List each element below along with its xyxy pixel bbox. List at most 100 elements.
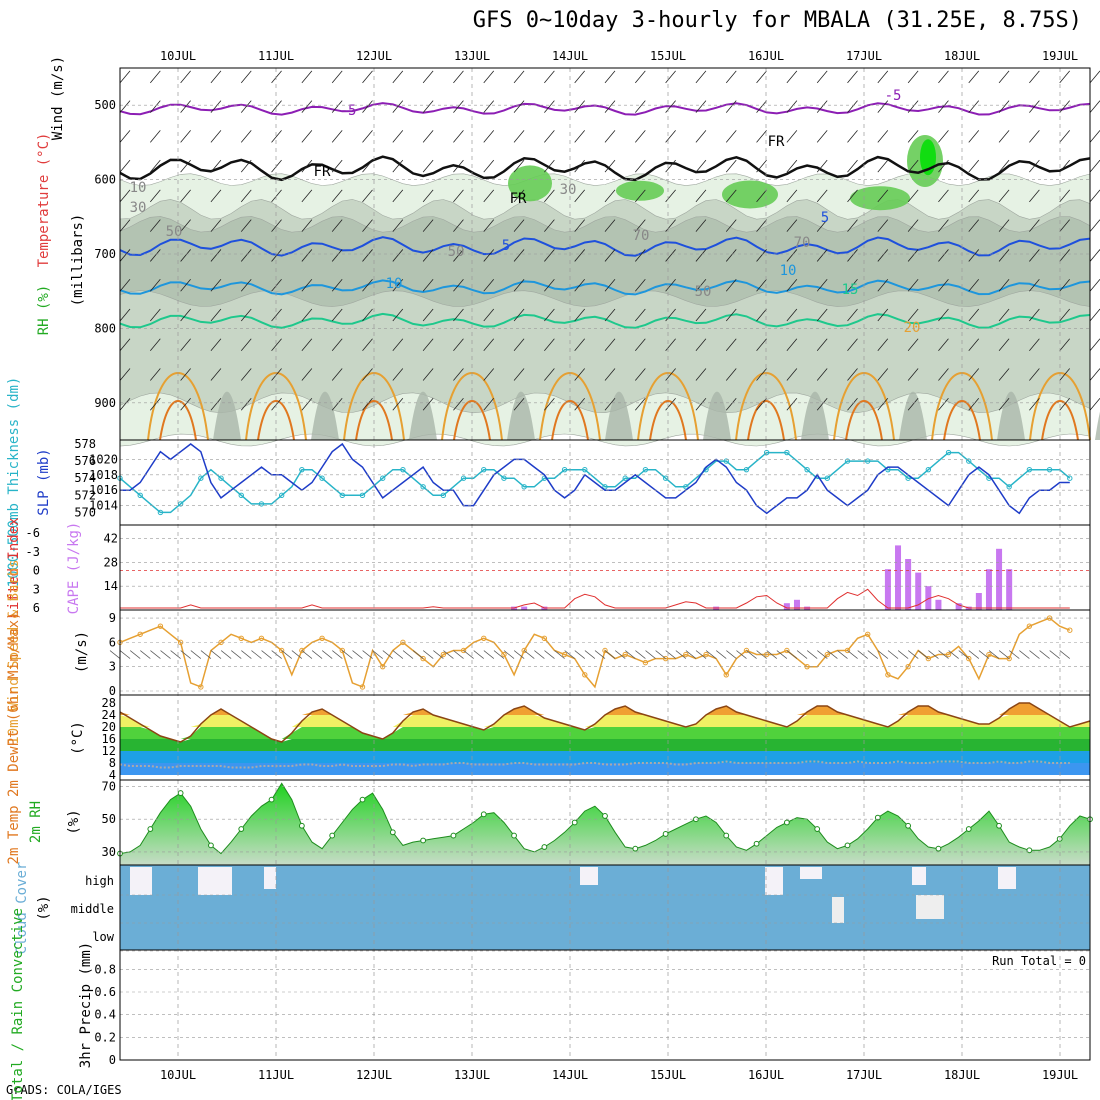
pressure-tick-2: 700 <box>94 247 116 261</box>
ylabel-slp: SLP (mb) <box>36 448 52 515</box>
date-top-2: 12JUL <box>356 49 392 63</box>
isotherm-10 <box>119 279 1091 296</box>
cloud-gap-1 <box>198 867 232 895</box>
thickness-line-pt-88 <box>1006 484 1012 490</box>
contour-label-6: 5 <box>821 210 829 226</box>
wind-tick-0: 9 <box>109 611 116 625</box>
wind-speed-line-pt-54 <box>662 655 669 662</box>
ylabel-temp2m: 2m Temp 2m DewPt (6hr Min/Max) <box>6 612 22 865</box>
run-total: Run Total = 0 <box>992 954 1086 968</box>
thickness-line-pt-80 <box>925 466 932 473</box>
rh-tick-0: 70 <box>102 780 116 794</box>
contour-label-13: 30 <box>130 200 147 216</box>
rh-pt-6 <box>177 790 184 796</box>
pressure-tick-4: 900 <box>94 396 116 410</box>
rh-pt-48 <box>602 813 608 819</box>
rh-pt-69 <box>814 826 821 832</box>
slp-thickness-panel <box>117 442 1073 516</box>
ylabel-li: Lifted Index <box>6 517 22 618</box>
thickness-line-pt-50 <box>622 475 628 481</box>
thickness-line-pt-82 <box>945 449 952 456</box>
date-bottom-2: 12JUL <box>356 1068 392 1082</box>
precip-tick-4: 0 <box>109 1053 116 1067</box>
thickness-line-pt-52 <box>642 466 649 473</box>
ylabel-rh2m-unit: (%) <box>66 809 82 834</box>
wind-speed-line-pt-40 <box>521 647 527 654</box>
contour-label-0: -5 <box>340 103 357 119</box>
thickness-line-pt-36 <box>481 466 487 473</box>
slp-tick-1: 1018 <box>89 468 118 482</box>
wind-speed-line-pt-38 <box>501 651 507 658</box>
thickness-line-pt-78 <box>905 475 911 481</box>
wind-speed-line-pt-76 <box>885 672 891 678</box>
date-top-6: 16JUL <box>748 49 784 63</box>
wind-speed-line-pt-22 <box>339 647 345 654</box>
thickness-tick-0: 578 <box>74 437 96 451</box>
cape-bar-40 <box>521 606 528 610</box>
ylabel-temp2m-unit: (°C) <box>70 721 86 755</box>
ylabel-cape: CAPE (J/kg) <box>66 522 82 615</box>
precip-tick-2: 0.4 <box>94 1008 116 1022</box>
contour-label-2: FR <box>314 164 331 180</box>
rh-patch-3 <box>850 186 910 211</box>
rh-pt-15 <box>268 796 275 803</box>
temp-band-0 <box>120 763 1090 775</box>
cloud-gap-7 <box>998 867 1016 889</box>
wind-speed-line-pt-56 <box>683 651 689 658</box>
isotherm-25-2 <box>355 399 393 441</box>
cape-bar-78 <box>905 559 912 610</box>
wind-speed-panel <box>109 615 1073 690</box>
cape-bar-79 <box>915 572 922 610</box>
contour-label-1: -5 <box>885 88 902 104</box>
isotherm-25-1 <box>257 399 295 441</box>
rh-pt-42 <box>541 844 548 850</box>
credit-label: GrADS: COLA/IGES <box>6 1083 122 1097</box>
isotherm-5 <box>119 236 1091 257</box>
ylabel-wind: Wind (m/s) <box>50 56 66 140</box>
temp-band-5 <box>120 703 1090 715</box>
thickness-tick-3: 572 <box>74 488 96 502</box>
thickness-line-pt-38 <box>501 475 507 481</box>
thickness-line-pt-84 <box>966 458 972 464</box>
thickness-line-pt-24 <box>359 492 366 499</box>
rh-pt-33 <box>450 832 457 839</box>
wind-speed-line-pt-74 <box>865 631 871 637</box>
temp-tick-1: 24 <box>102 708 116 722</box>
cape-bar-81 <box>935 599 942 610</box>
precip-tick-0: 0.8 <box>94 962 116 976</box>
cloud-gap-4 <box>765 867 783 895</box>
date-bottom-6: 16JUL <box>748 1068 784 1082</box>
date-bottom-9: 19JUL <box>1042 1068 1078 1082</box>
contour-label-10: 20 <box>904 320 921 336</box>
wind-speed-line-pt-58 <box>703 651 709 658</box>
rh-pt-78 <box>905 822 912 829</box>
date-bottom-0: 10JUL <box>160 1068 196 1082</box>
cape-bar-85 <box>975 593 982 610</box>
date-bottom-7: 17JUL <box>846 1068 882 1082</box>
li-tick-4: 6 <box>33 601 40 615</box>
pressure-tick-3: 800 <box>94 321 116 335</box>
lifted-index-line <box>120 588 1070 609</box>
isotherm-25-0 <box>159 399 197 441</box>
cloud-cover-panel <box>120 865 1090 950</box>
ylabel-precip-unit: 3hr Precip (mm) <box>78 942 94 1068</box>
contour-label-12: 30 <box>560 182 577 198</box>
isotherm-minus5 <box>119 102 1091 116</box>
wind-speed-line-pt-72 <box>844 647 851 654</box>
wind-speed-line-pt-8 <box>198 684 204 690</box>
contour-label-7: 10 <box>386 276 403 292</box>
isotherm-25-7 <box>845 399 883 441</box>
wind-speed-line-pt-64 <box>763 651 770 658</box>
isotherm-25-5 <box>649 399 687 441</box>
thickness-line-pt-62 <box>743 466 750 473</box>
cape-bar-67 <box>793 599 800 610</box>
contour-label-16: 50 <box>695 284 712 300</box>
wind-speed-line-pt-60 <box>723 672 729 678</box>
temp-band-2 <box>120 739 1090 751</box>
thickness-line-pt-16 <box>278 492 285 499</box>
cape-bar-66 <box>783 603 790 610</box>
thickness-tick-4: 570 <box>74 505 96 519</box>
cape-tick-0: 42 <box>104 532 118 546</box>
wind-speed-line-pt-94 <box>1067 627 1073 633</box>
